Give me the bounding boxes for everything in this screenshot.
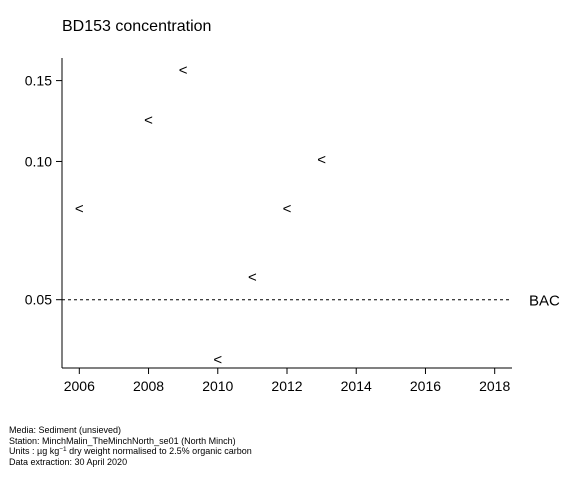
data-point: < [179, 62, 188, 79]
x-tick-label: 2014 [341, 378, 372, 394]
data-point: < [283, 200, 292, 217]
footer-media: Media: Sediment (unsieved) [9, 425, 122, 435]
data-point: < [317, 151, 326, 168]
x-tick-label: 2010 [202, 378, 233, 394]
x-tick-label: 2018 [479, 378, 510, 394]
y-tick-label: 0.15 [25, 73, 52, 89]
footer-extraction: Data extraction: 30 April 2020 [9, 456, 128, 467]
bac-label: BAC [529, 293, 560, 310]
chart-title: BD153 concentration [62, 18, 212, 35]
data-point: < [213, 352, 222, 369]
footer-units-prefix: Units : µg kg [9, 446, 60, 457]
y-tick-label: 0.05 [25, 292, 52, 308]
x-tick-label: 2006 [64, 378, 95, 394]
x-tick-label: 2016 [410, 378, 441, 394]
chart-footer: Media: Sediment (unsieved) Station: Minc… [9, 425, 252, 467]
footer-station: Station: MinchMalin_TheMinchNorth_se01 (… [9, 435, 236, 446]
x-tick-label: 2012 [271, 378, 302, 394]
data-point: < [248, 269, 257, 286]
footer-units-exponent: −1 [59, 446, 67, 454]
footer-units: Units : µg kg−1 dry weight normalised to… [9, 446, 252, 457]
data-point: < [144, 112, 153, 129]
y-tick-label: 0.10 [25, 153, 52, 169]
footer-units-suffix: dry weight normalised to 2.5% organic ca… [66, 446, 252, 457]
data-point: < [75, 200, 84, 217]
x-tick-label: 2008 [133, 378, 164, 394]
